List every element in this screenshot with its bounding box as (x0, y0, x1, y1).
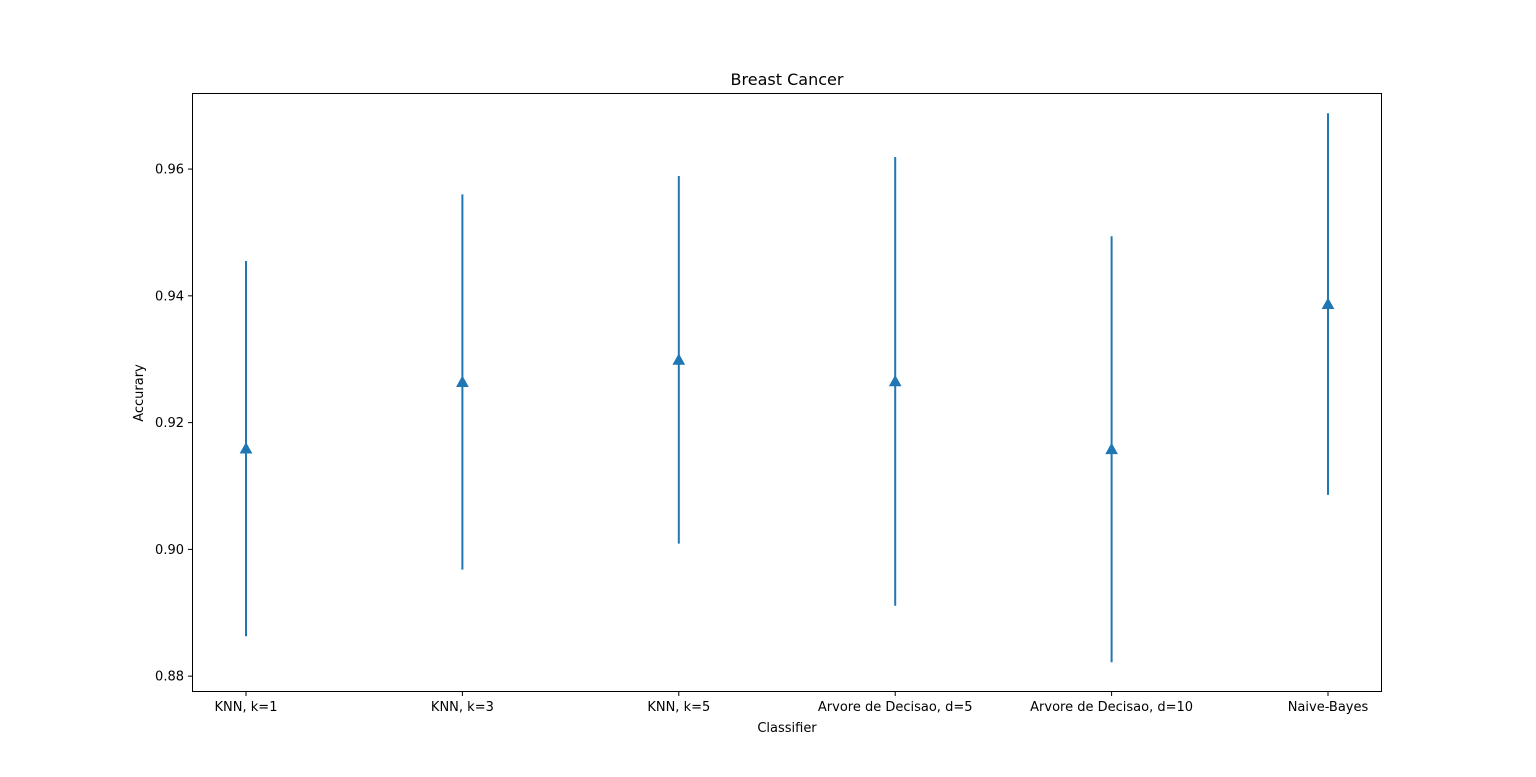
x-tick-label: KNN, k=5 (647, 700, 710, 715)
data-point-marker (888, 374, 902, 387)
data-point-marker (1105, 442, 1118, 455)
data-point-marker (1321, 297, 1335, 309)
x-tick-label: Arvore de Decisao, d=5 (818, 700, 973, 715)
data-point-marker (239, 442, 253, 454)
x-tick-label: Naive-Bayes (1288, 700, 1369, 715)
x-axis-label: Classifier (757, 721, 817, 736)
data-point-marker (456, 375, 469, 387)
x-tick-label: KNN, k=3 (431, 700, 494, 715)
plot-area: 0.88 0.90 0.92 0.94 0.96 KNN, k=1 KNN, k=3 KNN,… (155, 93, 1382, 715)
y-tick-label: 0.96 (155, 163, 184, 178)
chart-title: Breast Cancer (731, 70, 844, 89)
axes-frame (192, 93, 1382, 692)
y-axis-label: Accurary (132, 364, 147, 422)
x-tick-label: Arvore de Decisao, d=10 (1030, 700, 1193, 715)
y-tick-label: 0.94 (155, 289, 184, 304)
y-tick-label: 0.90 (155, 543, 184, 558)
data-point-marker (672, 353, 686, 365)
x-tick-label: KNN, k=1 (215, 700, 278, 715)
y-tick-label: 0.88 (155, 670, 184, 685)
y-tick-label: 0.92 (155, 416, 184, 431)
